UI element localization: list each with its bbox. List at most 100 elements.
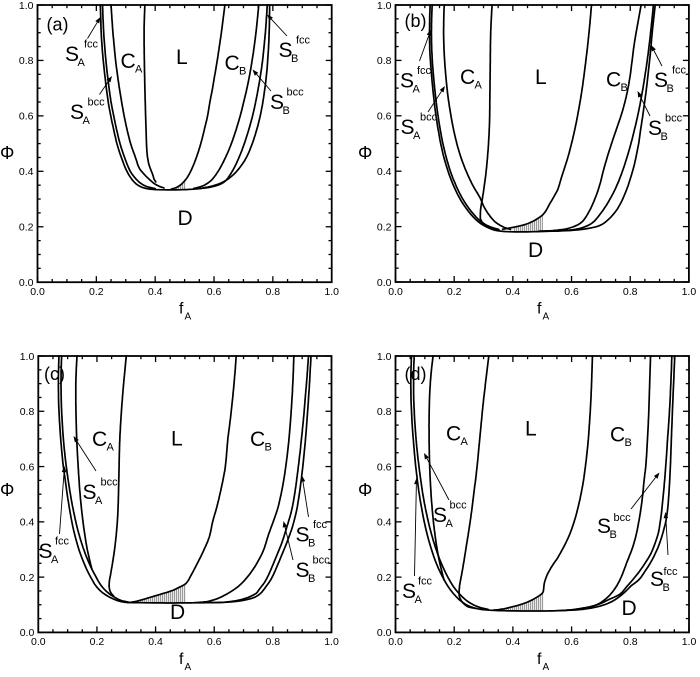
svg-text:S: S	[650, 568, 664, 591]
svg-text:D: D	[178, 207, 193, 230]
svg-text:L: L	[535, 66, 547, 89]
svg-text:0.2: 0.2	[377, 221, 392, 233]
svg-text:A: A	[95, 495, 103, 507]
svg-text:Φ: Φ	[358, 143, 372, 163]
svg-text:L: L	[525, 418, 537, 441]
svg-text:fcc: fcc	[84, 39, 99, 51]
svg-text:0.8: 0.8	[19, 55, 34, 67]
svg-text:B: B	[610, 529, 617, 541]
svg-text:1.0: 1.0	[682, 286, 697, 298]
svg-text:S: S	[65, 43, 79, 66]
svg-text:0.0: 0.0	[31, 636, 46, 648]
svg-text:B: B	[661, 131, 668, 143]
svg-text:bcc: bcc	[88, 97, 106, 109]
svg-text:S: S	[402, 580, 416, 603]
svg-text:fcc: fcc	[313, 519, 328, 531]
svg-text:S: S	[270, 91, 284, 114]
svg-text:0.0: 0.0	[377, 627, 392, 639]
svg-text:bcc: bcc	[313, 555, 331, 567]
svg-text:A: A	[83, 115, 91, 127]
svg-text:A: A	[78, 57, 86, 69]
svg-text:0.0: 0.0	[377, 277, 392, 289]
svg-text:S: S	[296, 559, 310, 582]
svg-text:bcc: bcc	[665, 113, 683, 125]
svg-text:bcc: bcc	[450, 500, 468, 512]
svg-text:0.4: 0.4	[19, 166, 34, 178]
svg-text:0.2: 0.2	[19, 222, 34, 234]
svg-text:A: A	[413, 130, 421, 142]
svg-text:0.8: 0.8	[377, 55, 392, 67]
svg-text:Φ: Φ	[0, 480, 14, 500]
svg-text:(d): (d)	[405, 364, 427, 384]
svg-text:0.4: 0.4	[148, 286, 163, 298]
svg-text:S: S	[597, 515, 611, 538]
svg-text:B: B	[283, 105, 290, 117]
svg-text:A: A	[446, 518, 454, 530]
svg-text:C: C	[460, 66, 475, 89]
svg-text:A: A	[185, 662, 192, 672]
svg-text:1.0: 1.0	[19, 0, 34, 12]
svg-text:B: B	[291, 53, 298, 65]
svg-text:D: D	[170, 601, 185, 624]
svg-text:0.8: 0.8	[20, 406, 35, 418]
svg-text:A: A	[475, 80, 483, 92]
svg-text:bcc: bcc	[614, 512, 632, 524]
svg-text:S: S	[654, 69, 668, 92]
svg-text:B: B	[308, 538, 315, 550]
svg-text:A: A	[107, 442, 115, 454]
svg-text:0.8: 0.8	[377, 406, 392, 418]
svg-text:B: B	[663, 582, 670, 594]
svg-text:0.4: 0.4	[148, 636, 163, 648]
svg-text:C: C	[606, 69, 621, 92]
svg-text:fcc: fcc	[672, 65, 687, 77]
svg-text:0.4: 0.4	[20, 517, 35, 529]
svg-text:D: D	[622, 597, 637, 620]
svg-text:L: L	[176, 46, 188, 69]
svg-text:C: C	[92, 428, 107, 451]
svg-text:C: C	[446, 423, 461, 446]
svg-text:bcc: bcc	[420, 112, 438, 124]
svg-text:0.4: 0.4	[506, 286, 521, 298]
svg-text:0.0: 0.0	[388, 286, 403, 298]
svg-text:0.6: 0.6	[564, 286, 579, 298]
svg-text:0.2: 0.2	[377, 572, 392, 584]
svg-text:0.4: 0.4	[506, 636, 521, 648]
svg-text:0.4: 0.4	[377, 166, 392, 178]
svg-text:fcc: fcc	[418, 576, 433, 588]
svg-text:B: B	[667, 83, 674, 95]
svg-text:S: S	[70, 101, 84, 124]
svg-text:0.0: 0.0	[20, 627, 35, 639]
svg-text:L: L	[171, 428, 183, 451]
svg-text:0.2: 0.2	[447, 636, 462, 648]
svg-text:Φ: Φ	[358, 480, 372, 500]
svg-text:S: S	[279, 39, 293, 62]
svg-text:C: C	[250, 428, 265, 451]
svg-text:C: C	[225, 52, 240, 75]
svg-text:bcc: bcc	[101, 477, 119, 489]
svg-text:A: A	[461, 436, 469, 448]
svg-text:f: f	[537, 301, 542, 318]
svg-text:0.6: 0.6	[377, 111, 392, 123]
svg-text:0.6: 0.6	[20, 461, 35, 473]
svg-text:f: f	[179, 651, 184, 668]
svg-text:A: A	[135, 64, 143, 76]
svg-text:D: D	[528, 239, 543, 262]
svg-text:1.0: 1.0	[377, 351, 392, 363]
svg-text:fcc: fcc	[417, 65, 432, 77]
svg-text:S: S	[39, 540, 53, 563]
svg-text:A: A	[413, 84, 421, 96]
svg-text:S: S	[433, 504, 447, 527]
svg-text:f: f	[537, 651, 542, 668]
svg-text:S: S	[296, 524, 310, 547]
svg-text:0.2: 0.2	[89, 286, 104, 298]
svg-text:0.8: 0.8	[266, 286, 281, 298]
svg-text:(a): (a)	[47, 15, 69, 35]
svg-text:S: S	[401, 116, 415, 139]
svg-text:S: S	[400, 70, 414, 93]
svg-text:(b): (b)	[405, 11, 427, 31]
svg-text:0.2: 0.2	[20, 572, 35, 584]
svg-text:0.2: 0.2	[447, 286, 462, 298]
svg-text:B: B	[625, 437, 632, 449]
svg-text:1.0: 1.0	[377, 0, 392, 12]
svg-text:0.6: 0.6	[207, 286, 222, 298]
